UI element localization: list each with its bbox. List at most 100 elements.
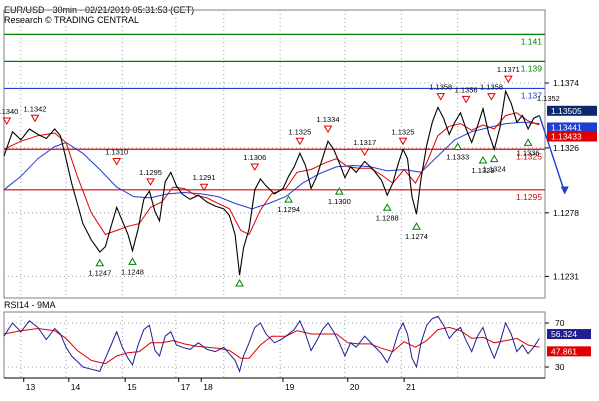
rsi-value-badge [547, 329, 591, 340]
swing-low-label: 1.1247 [88, 269, 111, 278]
ma-fast-line [3, 112, 540, 236]
swing-low-label: 1.1294 [277, 205, 300, 214]
swing-low-label: 1.1336 [517, 148, 540, 157]
price-value-badge [547, 122, 597, 133]
time-axis-label: 17 [181, 382, 191, 392]
swing-high-marker [436, 93, 446, 101]
swing-high-marker [199, 183, 209, 192]
level-label: 1.1325 [516, 151, 542, 161]
level-label: 1.139 [521, 63, 543, 73]
time-axis: 13 14 15 17 18 19 20 21 [4, 377, 545, 392]
swing-low-marker [412, 222, 421, 230]
swing-high-label: 1.1356 [455, 85, 478, 94]
forecast-line [538, 115, 566, 193]
time-axis-label: 19 [285, 382, 295, 392]
ma-slow-line [3, 121, 540, 210]
rsi-ma-line [3, 326, 540, 365]
swing-high-label: 1.1340 [0, 107, 18, 116]
swing-high-label: 1.1325 [392, 127, 415, 136]
swing-high-marker [503, 75, 513, 84]
time-axis-label: 21 [406, 382, 416, 392]
level-label: 1.141 [521, 36, 543, 46]
rsi-panel-title: RSI14 - 9MA [4, 300, 56, 310]
swing-high-label: 1.1358 [429, 83, 452, 92]
swing-low-marker [95, 258, 105, 267]
swing-high-marker [250, 163, 260, 171]
swing-high-label: 1.1358 [480, 83, 503, 92]
rsi-series [3, 315, 540, 373]
swing-low-label: 1.1323 [472, 166, 495, 175]
swing-high-label: 1.1310 [105, 148, 128, 157]
swing-high-label: 1.1325 [288, 127, 311, 136]
swing-high-marker [112, 158, 122, 166]
time-axis-label: 15 [127, 382, 137, 392]
rsi-axis-label: 30 [555, 362, 565, 372]
swing-low-marker [235, 279, 244, 287]
swing-high-marker [360, 148, 370, 157]
swing-low-marker [128, 257, 137, 265]
swing-low-marker [453, 142, 463, 150]
swing-high-marker [146, 178, 155, 186]
rsi-value-labels: 56.324 47.861 [547, 329, 591, 357]
swing-low-marker [382, 203, 392, 211]
level-label: 1.137 [521, 90, 543, 100]
price-value-label: 1.13441 [551, 122, 582, 132]
rsi-value-badge [547, 346, 591, 357]
rsi-line [3, 315, 540, 373]
price-value-label: 1.13433 [551, 132, 582, 142]
swing-high-marker [398, 137, 408, 146]
swing-high-marker [487, 93, 496, 101]
price-axis: 1.1231 1.1278 1.1326 1.1374 [545, 78, 579, 281]
swing-low-label: 1.1324 [483, 165, 506, 174]
time-axis-label: 18 [203, 382, 213, 392]
rsi-panel: RSI14 - 9MA 70 30 56.324 47.861 [3, 300, 591, 379]
time-axis-label: 14 [71, 382, 81, 392]
swing-low-label: 1.1274 [405, 232, 428, 241]
swing-high-marker [30, 114, 40, 123]
chart-subtitle: Research © TRADING CENTRAL [4, 15, 139, 25]
price-levels: 1.141 1.139 1.137 1.1325 1.1295 [4, 33, 545, 202]
swing-low-marker [478, 155, 488, 164]
swing-high-label: 1.1295 [139, 168, 162, 177]
rsi-value-label: 56.324 [551, 329, 577, 339]
swing-low-label: 1.1288 [376, 213, 399, 222]
level-label: 1.1295 [516, 192, 542, 202]
swing-high-marker [2, 117, 12, 125]
price-axis-label: 1.1374 [553, 78, 579, 88]
swing-high-label: 1.1334 [317, 115, 340, 124]
swing-low-marker [284, 195, 293, 203]
swing-high-label: 1.1342 [24, 104, 47, 113]
rsi-axis: 70 30 [545, 318, 565, 372]
price-series [3, 89, 569, 276]
price-annotations: 1.1340 1.1342 1.1247 1.1310 1.1248 1.1295 1.12… [0, 65, 560, 287]
swing-high-marker [461, 95, 471, 104]
price-value-badge [547, 131, 597, 142]
swing-low-marker [334, 187, 344, 195]
swing-low-marker [523, 138, 533, 146]
swing-low-label: 1.1248 [121, 267, 144, 276]
forecast-arrowhead [560, 186, 569, 195]
price-axis-label: 1.1231 [553, 271, 579, 281]
price-panel: 1.141 1.139 1.137 1.1325 1.1295 1.1340 1.1342… [0, 9, 597, 299]
rsi-value-label: 47.861 [551, 346, 577, 356]
swing-high-label: 1.1371 [497, 65, 520, 74]
price-line [3, 89, 540, 276]
price-grid [3, 9, 546, 299]
price-frame [3, 9, 546, 299]
swing-high-label: 1.1291 [193, 173, 216, 182]
time-axis-label: 13 [26, 382, 36, 392]
price-axis-label: 1.1278 [553, 208, 579, 218]
swing-low-label: 1.1300 [328, 197, 351, 206]
swing-high-marker [323, 125, 333, 134]
swing-low-label: 1.1333 [446, 152, 469, 161]
rsi-axis-label: 70 [555, 318, 565, 328]
price-value-badge [547, 105, 597, 116]
time-axis-label: 20 [350, 382, 360, 392]
price-note-label: 1.1352 [537, 94, 560, 103]
price-axis-label: 1.1326 [553, 143, 579, 153]
swing-high-marker [295, 137, 305, 146]
swing-low-marker [489, 154, 499, 163]
swing-high-label: 1.1306 [243, 153, 266, 162]
